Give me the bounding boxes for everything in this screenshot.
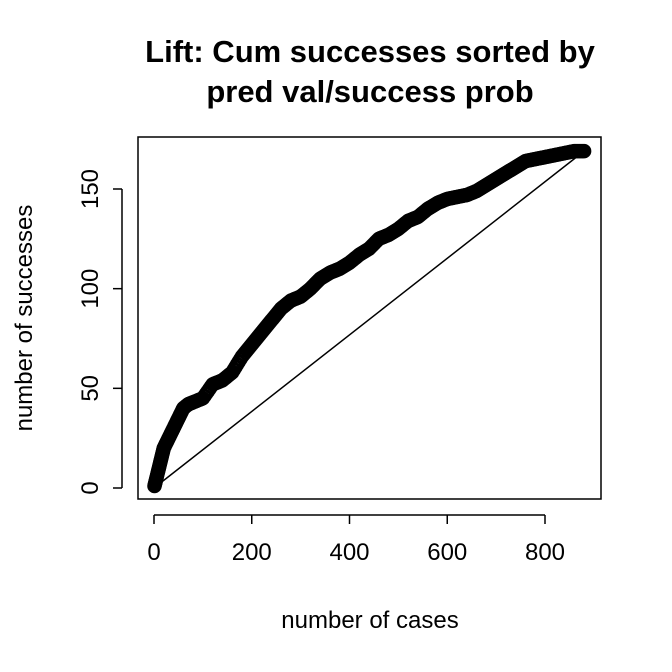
plot-area bbox=[147, 143, 592, 494]
x-axis-label: number of cases bbox=[281, 607, 458, 634]
x-tick-label: 600 bbox=[427, 539, 467, 566]
chart-title-line-2: pred val/success prob bbox=[206, 74, 533, 109]
chart-title-line-1: Lift: Cum successes sorted by bbox=[145, 34, 595, 69]
x-tick-label: 400 bbox=[329, 539, 369, 566]
plot-frame bbox=[137, 136, 602, 500]
y-tick-label: 50 bbox=[77, 375, 104, 402]
x-tick-label: 200 bbox=[232, 539, 272, 566]
baseline-diagonal-line bbox=[153, 150, 585, 489]
x-tick-label: 800 bbox=[525, 539, 565, 566]
y-tick-label: 150 bbox=[77, 169, 104, 209]
y-tick-label: 100 bbox=[77, 269, 104, 309]
y-axis-label: number of successes bbox=[11, 205, 38, 432]
y-tick-label: 0 bbox=[77, 481, 104, 494]
y-axis: 0 50 100 150 bbox=[77, 169, 123, 495]
x-axis: 0 200 400 600 800 bbox=[147, 514, 565, 566]
x-tick-label: 0 bbox=[147, 539, 160, 566]
data-point bbox=[576, 143, 592, 159]
